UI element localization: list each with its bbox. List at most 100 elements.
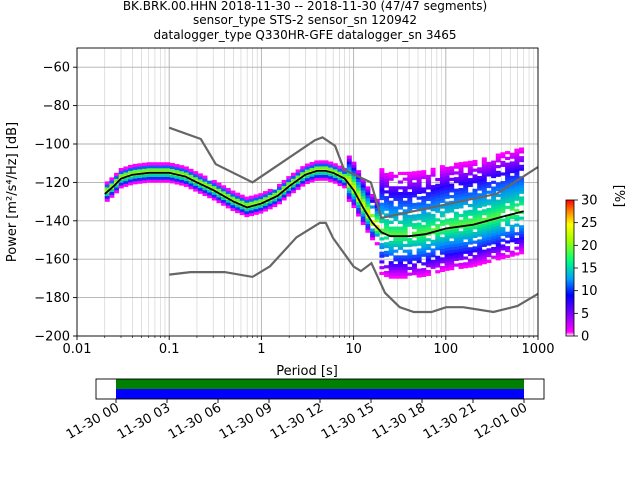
psd-density-cell xyxy=(402,189,408,193)
psd-density-cell xyxy=(453,191,459,195)
psd-density-cell xyxy=(407,177,413,181)
psd-density-cell xyxy=(463,233,469,237)
psd-density-cell xyxy=(379,185,385,189)
psd-density-cell xyxy=(174,181,180,185)
psd-density-cell xyxy=(109,188,115,193)
psd-density-cell xyxy=(183,183,189,187)
psd-density-cell xyxy=(374,219,380,223)
psd-density-cell xyxy=(337,168,343,172)
psd-density-cell xyxy=(379,243,385,247)
psd-density-cell xyxy=(272,192,278,196)
psd-density-cell xyxy=(514,237,520,242)
colorbar-label: [%] xyxy=(611,185,626,208)
psd-density-cell xyxy=(495,242,501,246)
psd-density-cell xyxy=(439,237,445,241)
psd-density-cell xyxy=(351,161,357,165)
psd-density-cell xyxy=(188,186,194,190)
psd-density-cell xyxy=(421,253,427,257)
psd-density-cell xyxy=(393,226,399,230)
psd-density-cell xyxy=(314,171,320,176)
psd-density-cell xyxy=(453,254,459,259)
psd-density-cell xyxy=(477,193,483,197)
psd-density-cell xyxy=(444,189,450,194)
psd-density-cell xyxy=(495,205,501,209)
psd-density-cell xyxy=(416,216,422,220)
psd-density-cell xyxy=(463,265,469,269)
psd-density-cell xyxy=(486,164,492,168)
psd-density-cell xyxy=(356,210,362,214)
psd-density-cell xyxy=(244,208,250,212)
psd-density-cell xyxy=(449,189,455,193)
psd-density-cell xyxy=(407,240,413,245)
psd-density-cell xyxy=(146,162,152,166)
psd-density-cell xyxy=(174,178,180,182)
psd-density-cell xyxy=(519,202,525,206)
psd-density-cell xyxy=(505,165,511,169)
psd-density-cell xyxy=(439,196,445,201)
psd-density-cell xyxy=(519,147,525,151)
psd-density-cell xyxy=(411,269,417,273)
psd-density-cell xyxy=(160,176,166,180)
psd-density-cell xyxy=(481,240,487,245)
psd-density-cell xyxy=(477,201,483,206)
psd-density-cell xyxy=(183,169,189,173)
psd-density-cell xyxy=(421,242,427,246)
psd-density-cell xyxy=(467,247,473,251)
psd-density-cell xyxy=(365,195,371,199)
psd-density-cell xyxy=(207,192,213,196)
psd-density-cell xyxy=(467,195,473,199)
psd-density-cell xyxy=(393,192,399,196)
psd-density-cell xyxy=(207,189,213,193)
psd-density-cell xyxy=(416,274,422,278)
psd-density-cell xyxy=(416,228,422,232)
psd-density-cell xyxy=(411,266,417,270)
psd-density-cell xyxy=(444,181,450,185)
psd-density-cell xyxy=(449,246,455,251)
psd-density-cell xyxy=(407,258,413,262)
psd-density-cell xyxy=(360,221,366,226)
psd-density-cell xyxy=(519,164,525,168)
psd-histogram xyxy=(104,147,525,279)
colorbar-gradient xyxy=(565,199,575,337)
psd-density-cell xyxy=(286,193,292,197)
psd-density-cell xyxy=(491,215,497,219)
psd-density-cell xyxy=(337,171,343,175)
psd-density-cell xyxy=(472,180,478,184)
psd-density-cell xyxy=(514,203,520,207)
psd-density-cell xyxy=(519,242,525,246)
psd-density-cell xyxy=(486,210,492,214)
psd-density-cell xyxy=(444,247,450,251)
psd-density-cell xyxy=(514,177,520,181)
psd-density-cell xyxy=(360,190,366,194)
psd-density-cell xyxy=(263,193,268,198)
psd-density-cell xyxy=(481,180,487,184)
psd-density-cell xyxy=(486,228,492,232)
psd-density-cell xyxy=(393,238,399,242)
psd-density-cell xyxy=(425,255,431,259)
psd-density-cell xyxy=(519,225,525,229)
psd-density-cell xyxy=(467,169,473,173)
psd-density-cell xyxy=(118,185,124,189)
psd-density-cell xyxy=(495,245,501,249)
psd-density-cell xyxy=(519,187,525,191)
psd-density-cell xyxy=(425,195,431,199)
noise-model-high-line xyxy=(168,126,539,220)
psd-density-cell xyxy=(323,166,329,170)
psd-density-cell xyxy=(407,223,413,227)
psd-density-cell xyxy=(225,205,231,209)
psd-density-cell xyxy=(323,174,329,178)
psd-density-cell xyxy=(421,204,427,208)
psd-density-cell xyxy=(481,258,487,262)
psd-density-cell xyxy=(346,164,352,168)
psd-density-cell xyxy=(509,187,515,191)
psd-density-cell xyxy=(407,220,413,224)
psd-density-cell xyxy=(104,187,110,191)
plot-area: 0.01 0.1 1 10 100 1000 −200 −180 −160 −140 −120 −1… xyxy=(5,47,555,379)
psd-density-cell xyxy=(509,233,515,237)
psd-density-cell xyxy=(402,243,408,248)
psd-density-cell xyxy=(132,166,138,170)
psd-density-cell xyxy=(407,194,413,198)
psd-density-cell xyxy=(463,190,469,194)
psd-density-cell xyxy=(477,259,483,263)
psd-density-cell xyxy=(477,216,483,220)
